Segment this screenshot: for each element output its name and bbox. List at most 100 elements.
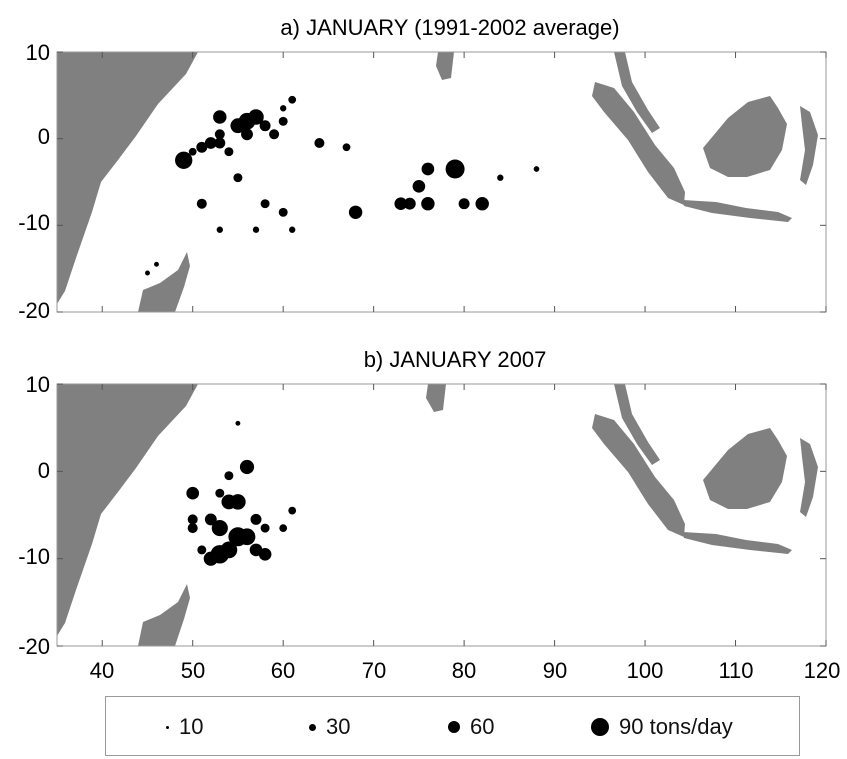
- data-point: [196, 141, 208, 153]
- data-point: [211, 520, 228, 537]
- data-point: [252, 226, 260, 233]
- data-points-b: [186, 420, 297, 566]
- data-point: [154, 261, 159, 267]
- data-point: [260, 199, 270, 209]
- plot-frame-a: [56, 51, 827, 313]
- data-point: [348, 205, 363, 220]
- y-tick-label: -10: [18, 544, 50, 569]
- data-point: [239, 459, 255, 475]
- data-point: [197, 545, 207, 555]
- legend-item: 30: [309, 697, 350, 757]
- data-point: [230, 494, 246, 510]
- x-tick-label: 40: [90, 658, 114, 683]
- size-legend: 10 30 60 90 tons/day: [105, 696, 800, 756]
- africa-land: [57, 384, 198, 636]
- malay-peninsula-land: [614, 384, 660, 465]
- java-land: [683, 200, 792, 222]
- data-point: [280, 105, 287, 112]
- data-point: [188, 147, 197, 156]
- data-point: [175, 151, 193, 169]
- malay-peninsula-land: [614, 52, 660, 133]
- land: [57, 52, 818, 312]
- panel-a: a) JANUARY (1991-2002 average): [18, 15, 827, 323]
- data-point: [278, 116, 288, 126]
- java-land: [683, 532, 792, 554]
- plot-frame-b: [56, 383, 827, 647]
- madagascar-land: [138, 584, 190, 646]
- data-point: [214, 129, 225, 140]
- data-point: [394, 197, 408, 211]
- sri-lanka-land: [426, 384, 446, 412]
- panel-b: b) JANUARY 2007 10 0 -10 -20 40 50: [18, 347, 840, 683]
- x-tick-label: 60: [271, 658, 295, 683]
- legend-item: 90 tons/day: [591, 697, 733, 757]
- sri-lanka-land: [436, 52, 454, 80]
- data-point: [269, 129, 280, 140]
- x-tick-label: 80: [452, 658, 476, 683]
- data-point: [445, 159, 465, 179]
- y-tick-label: 0: [38, 458, 50, 483]
- data-point: [288, 95, 297, 104]
- data-point: [248, 109, 264, 125]
- data-point: [241, 128, 253, 141]
- ticks-b: [57, 383, 827, 647]
- legend-dot-90: [591, 718, 609, 736]
- data-point: [186, 486, 200, 500]
- data-point: [412, 179, 426, 193]
- x-tick-label: 120: [804, 658, 841, 683]
- africa-land: [57, 52, 198, 304]
- y-tick-label: -10: [18, 210, 50, 235]
- legend-dot-60: [448, 721, 460, 733]
- data-point: [233, 173, 243, 183]
- y-axis-labels-b: 10 0 -10 -20: [18, 372, 50, 659]
- legend-dot-10: [166, 725, 169, 729]
- data-point: [187, 523, 198, 534]
- data-point: [258, 547, 272, 561]
- land: [57, 384, 818, 646]
- data-point: [421, 162, 435, 176]
- data-point: [288, 506, 297, 515]
- legend-dot-30: [309, 723, 316, 731]
- data-point: [187, 514, 198, 525]
- data-point: [224, 471, 234, 481]
- x-tick-label: 70: [362, 658, 386, 683]
- data-point: [260, 523, 270, 533]
- data-point: [289, 226, 296, 233]
- data-point: [533, 166, 540, 172]
- data-point: [215, 488, 225, 498]
- data-point: [214, 137, 226, 149]
- x-tick-label: 90: [543, 658, 567, 683]
- data-point: [403, 197, 416, 210]
- legend-label: 60: [470, 714, 495, 739]
- data-point: [475, 196, 489, 211]
- data-point: [278, 207, 288, 217]
- ticks-a: [57, 51, 827, 313]
- borneo-land: [703, 428, 787, 509]
- x-tick-label: 110: [718, 658, 753, 683]
- data-point: [250, 513, 262, 525]
- data-point: [259, 120, 271, 132]
- data-point: [145, 270, 150, 276]
- data-point: [220, 541, 238, 559]
- legend-label: 30: [326, 714, 351, 739]
- legend-item: 60: [448, 697, 494, 757]
- data-point: [216, 226, 223, 233]
- data-point: [279, 524, 288, 532]
- data-point: [224, 147, 234, 157]
- sulawesi-land: [800, 438, 818, 517]
- sumatra-land: [592, 82, 685, 205]
- y-tick-label: 0: [38, 124, 50, 149]
- data-point: [203, 551, 218, 566]
- data-point: [204, 137, 217, 149]
- data-point: [421, 196, 435, 211]
- borneo-land: [703, 96, 787, 177]
- panel-a-title: a) JANUARY (1991-2002 average): [280, 15, 619, 40]
- y-tick-label: -20: [18, 298, 50, 323]
- x-tick-label: 100: [627, 658, 664, 683]
- y-axis-labels-a: 10 0 -10 -20: [18, 40, 50, 323]
- data-point: [314, 137, 325, 149]
- y-tick-label: 10: [26, 372, 50, 397]
- legend-item: 10: [166, 697, 203, 757]
- sulawesi-land: [800, 106, 818, 185]
- data-point: [204, 513, 217, 526]
